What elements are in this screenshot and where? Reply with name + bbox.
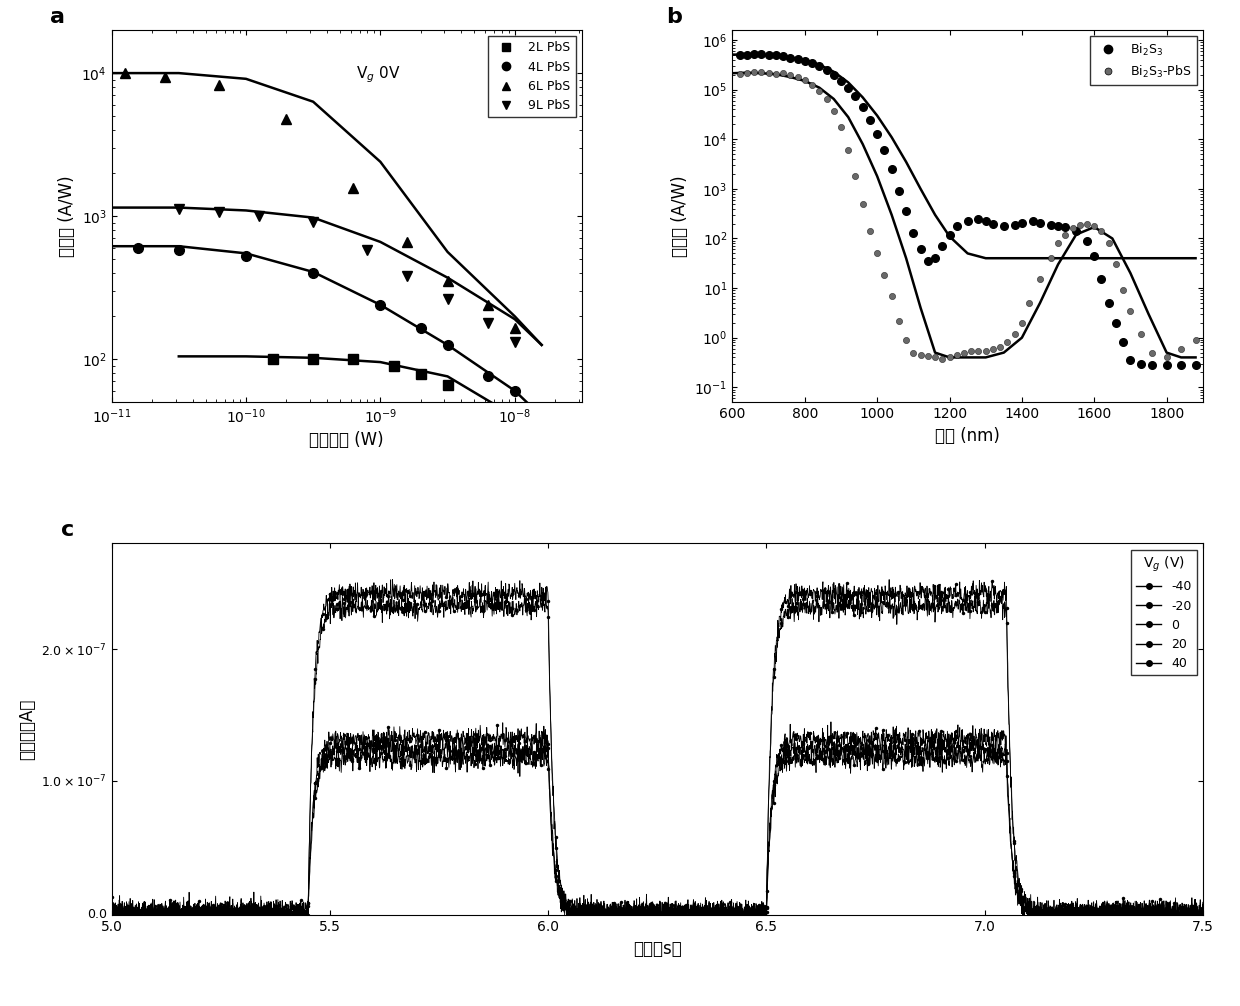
Legend: 2L PbS, 4L PbS, 6L PbS, 9L PbS: 2L PbS, 4L PbS, 6L PbS, 9L PbS — [489, 36, 575, 117]
X-axis label: 波长 (nm): 波长 (nm) — [935, 427, 1001, 445]
X-axis label: 时间（s）: 时间（s） — [632, 940, 682, 958]
Text: V$_g$ 0V: V$_g$ 0V — [356, 64, 401, 86]
Legend: -40, -20, 0, 20, 40: -40, -20, 0, 20, 40 — [1131, 549, 1197, 675]
X-axis label: 激光功率 (W): 激光功率 (W) — [310, 432, 384, 449]
Text: a: a — [51, 7, 66, 27]
Legend: Bi$_2$S$_3$, Bi$_2$S$_3$-PbS: Bi$_2$S$_3$, Bi$_2$S$_3$-PbS — [1090, 36, 1197, 85]
Y-axis label: 响应度 (A/W): 响应度 (A/W) — [671, 175, 689, 257]
Y-axis label: 光电流（A）: 光电流（A） — [17, 699, 36, 761]
Y-axis label: 响应度 (A/W): 响应度 (A/W) — [58, 175, 76, 257]
Text: b: b — [667, 7, 682, 27]
Text: c: c — [62, 520, 74, 540]
